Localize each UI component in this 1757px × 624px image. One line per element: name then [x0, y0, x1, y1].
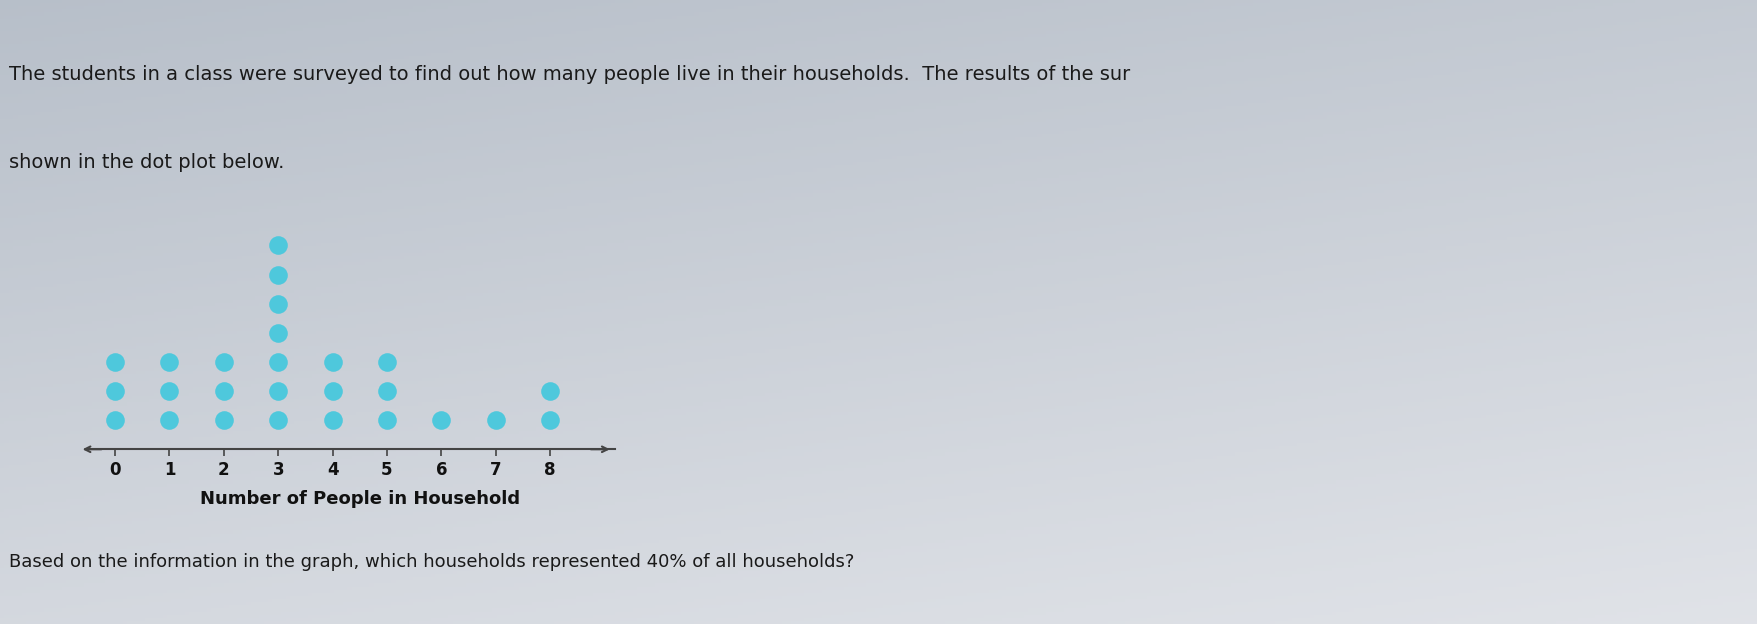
Point: [318, 357, 346, 367]
Point: [536, 386, 564, 396]
Point: [536, 415, 564, 425]
Point: [209, 415, 237, 425]
Point: [264, 240, 292, 250]
Point: [264, 270, 292, 280]
Point: [100, 357, 128, 367]
Point: [100, 415, 128, 425]
Point: [264, 299, 292, 309]
Point: [372, 386, 401, 396]
Point: [155, 386, 183, 396]
Point: [372, 357, 401, 367]
Text: Number of People in Household: Number of People in Household: [200, 490, 520, 508]
Text: The students in a class were surveyed to find out how many people live in their : The students in a class were surveyed to…: [9, 66, 1130, 84]
Point: [264, 386, 292, 396]
Point: [264, 328, 292, 338]
Point: [155, 415, 183, 425]
Point: [318, 415, 346, 425]
Point: [209, 386, 237, 396]
Point: [427, 415, 455, 425]
Point: [100, 386, 128, 396]
Point: [318, 386, 346, 396]
Text: shown in the dot plot below.: shown in the dot plot below.: [9, 153, 285, 172]
Point: [209, 357, 237, 367]
Point: [155, 357, 183, 367]
Text: Based on the information in the graph, which households represented 40% of all h: Based on the information in the graph, w…: [9, 553, 854, 570]
Point: [481, 415, 510, 425]
Point: [264, 415, 292, 425]
Point: [372, 415, 401, 425]
Point: [264, 357, 292, 367]
